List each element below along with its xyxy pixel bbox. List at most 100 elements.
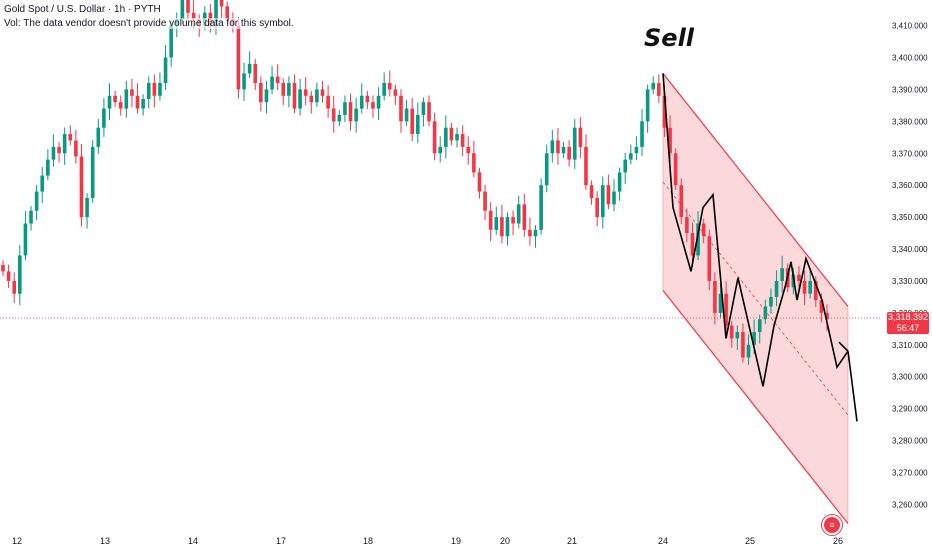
candle-body xyxy=(707,236,712,281)
candle-body xyxy=(505,217,510,237)
candle-body xyxy=(774,280,779,297)
price-axis[interactable]: 3,410.000 3,400.000 3,390.000 3,380.000 3,37… xyxy=(880,0,932,530)
time-tick-label: 21 xyxy=(567,536,577,546)
time-tick-label: 17 xyxy=(276,536,286,546)
candle-body xyxy=(242,73,246,90)
candle-body xyxy=(640,121,644,147)
projection-arrowhead-left xyxy=(838,341,849,352)
candle-body xyxy=(746,344,751,358)
last-price-value: 3,318.392 xyxy=(887,312,929,323)
candle-body xyxy=(259,83,263,103)
candle-body xyxy=(102,108,106,128)
candle-body xyxy=(298,89,302,109)
candle-body xyxy=(472,153,476,173)
candle-body xyxy=(90,146,95,198)
candle-body xyxy=(752,332,756,345)
candle-body xyxy=(404,108,409,122)
candle-body xyxy=(741,332,745,358)
candle-body xyxy=(460,134,465,147)
candle-body xyxy=(186,0,190,13)
candle-body xyxy=(522,204,527,230)
candle-body xyxy=(303,89,308,96)
candle-body xyxy=(769,296,773,307)
candle-body xyxy=(432,121,437,154)
candle-body xyxy=(214,0,218,26)
candle-body xyxy=(107,95,112,109)
candle-body xyxy=(29,210,33,224)
candle-body xyxy=(735,332,740,339)
candle-body xyxy=(382,83,386,96)
time-tick-label: 24 xyxy=(658,536,668,546)
symbol-title[interactable]: Gold Spot / U.S. Dollar · 1h · PYTH xyxy=(4,4,161,15)
candle-body xyxy=(152,83,157,96)
candle-body xyxy=(348,102,353,122)
candle-body xyxy=(802,280,807,294)
candle-body xyxy=(12,280,17,294)
candle-body xyxy=(567,146,571,160)
candle-body xyxy=(270,76,274,90)
candle-body xyxy=(539,185,543,230)
tradingview-logo-icon[interactable]: ≡ xyxy=(822,515,842,535)
projection-path[interactable] xyxy=(662,73,858,422)
candle-body xyxy=(359,95,364,109)
candle-body xyxy=(40,175,45,192)
candle-body xyxy=(561,146,566,154)
candle-body xyxy=(421,102,426,115)
candle-body xyxy=(825,312,829,320)
candle-body xyxy=(724,293,728,326)
candle-body xyxy=(780,268,784,281)
last-price-tag: 3,318.392 56:47 xyxy=(887,312,929,335)
price-tick-label: 3,280.000 xyxy=(892,437,928,446)
candle-body xyxy=(584,146,588,186)
candle-body xyxy=(679,185,684,218)
sell-annotation[interactable]: Sell xyxy=(644,24,695,52)
candle-body xyxy=(163,57,168,84)
candle-body xyxy=(657,83,661,96)
candle-body xyxy=(275,76,280,84)
candle-body xyxy=(623,159,628,173)
candle-body xyxy=(662,95,667,128)
candle-body xyxy=(668,127,672,154)
price-tick-label: 3,380.000 xyxy=(892,117,928,126)
candle-body xyxy=(556,140,560,154)
candle-body xyxy=(718,293,723,313)
candle-body xyxy=(113,95,117,103)
bar-countdown: 56:47 xyxy=(896,323,920,334)
time-tick-label: 19 xyxy=(451,536,461,546)
regression-channel[interactable] xyxy=(662,73,849,524)
time-axis-bg xyxy=(0,530,932,550)
candle-body xyxy=(371,102,375,109)
candle-body xyxy=(18,255,22,294)
candle-body xyxy=(612,191,616,205)
candle-body xyxy=(589,185,594,198)
price-tick-label: 3,370.000 xyxy=(892,149,928,158)
candle-body xyxy=(572,127,577,160)
candle-body xyxy=(645,89,650,122)
time-tick-label: 13 xyxy=(100,536,110,546)
channel-fill xyxy=(663,73,848,524)
candle-body xyxy=(819,300,824,313)
candle-body xyxy=(511,217,515,224)
candle-body xyxy=(533,229,538,237)
time-tick-label: 12 xyxy=(12,536,22,546)
price-tick-label: 3,350.000 xyxy=(892,213,928,222)
candle-body xyxy=(225,6,230,20)
candle-body xyxy=(354,108,358,122)
candle-body xyxy=(141,98,145,109)
time-axis[interactable]: 12 13 14 17 18 19 20 21 24 25 26 xyxy=(0,530,932,550)
candle-body xyxy=(455,134,459,141)
candle-body xyxy=(62,134,67,154)
candle-body xyxy=(320,89,325,96)
price-tick-label: 3,330.000 xyxy=(892,277,928,286)
candle-body xyxy=(494,217,499,230)
time-tick-label: 18 xyxy=(363,536,373,546)
volume-note: Vol: The data vendor doesn't provide vol… xyxy=(4,18,294,29)
time-tick-label: 25 xyxy=(745,536,755,546)
candle-body xyxy=(1,265,5,272)
price-tick-label: 3,300.000 xyxy=(892,373,928,382)
channel-lower-line xyxy=(662,290,849,524)
candle-body xyxy=(595,197,599,218)
candle-body xyxy=(393,89,398,96)
